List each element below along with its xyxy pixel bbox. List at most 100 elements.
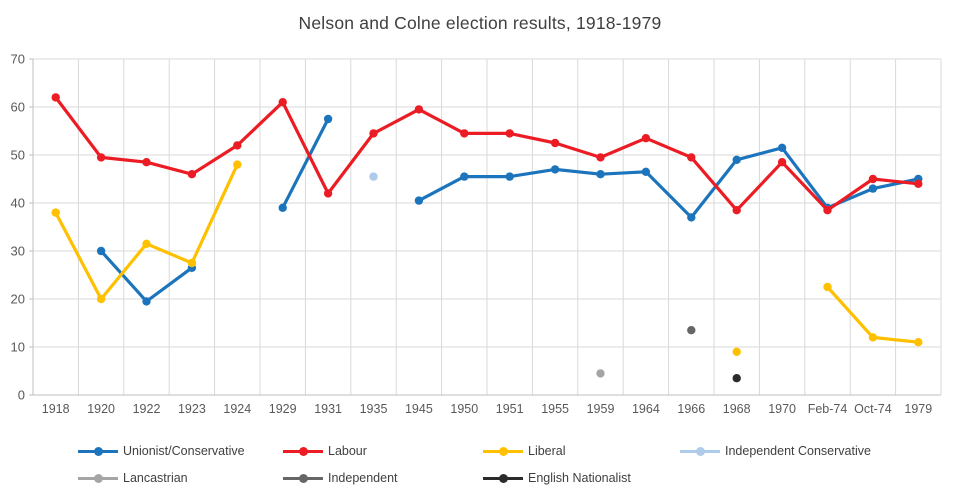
x-axis-tick-label: 1920 <box>87 402 115 416</box>
series-line-liberal <box>54 163 239 301</box>
series-line-labour <box>54 95 920 212</box>
y-axis-tick-label: 60 <box>11 100 25 115</box>
y-axis-tick-label: 10 <box>11 340 25 355</box>
legend-item-label: Liberal <box>528 444 566 458</box>
data-point-unionist-conservative <box>687 213 696 222</box>
data-point-independent-conservative <box>369 172 378 181</box>
x-axis-tick-label: 1950 <box>450 402 478 416</box>
legend-item-lancastrian: Lancastrian <box>78 470 188 486</box>
y-axis-tick-label: 0 <box>18 388 25 403</box>
x-axis-tick-label: 1966 <box>677 402 705 416</box>
data-point-liberal <box>868 333 878 342</box>
data-point-liberal <box>51 208 60 217</box>
legend-item-label: Unionist/Conservative <box>123 444 245 458</box>
x-axis-tick-label: 1924 <box>223 402 251 416</box>
x-axis-tick-label: 1931 <box>314 402 342 416</box>
chart-plot-area: 0 10 20 30 40 50 60 70 1918 1920 1922 1923 1924 1929 1… <box>11 52 942 416</box>
data-point-labour <box>142 158 151 167</box>
x-axis-tick-label: 1964 <box>632 402 660 416</box>
y-axis-tick-label: 40 <box>11 196 25 211</box>
data-point-unionist-conservative <box>868 184 878 193</box>
data-point-labour <box>777 158 787 167</box>
legend-line-marker-icon <box>680 446 720 456</box>
data-point-labour <box>596 153 605 162</box>
legend-item-independent-conservative: Independent Conservative <box>680 443 871 459</box>
data-point-labour <box>460 129 469 138</box>
data-point-labour <box>278 98 287 107</box>
data-point-liberal <box>142 239 151 248</box>
x-axis-tick-label: 1918 <box>42 402 70 416</box>
data-point-unionist-conservative <box>142 297 151 306</box>
chart-title: Nelson and Colne election results, 1918-… <box>298 13 662 33</box>
data-point-unionist-conservative <box>278 203 287 212</box>
legend-dot-icon <box>498 446 508 456</box>
legend-dot-icon <box>298 473 308 483</box>
data-point-liberal <box>187 258 197 268</box>
legend-line-marker-icon <box>483 446 523 456</box>
y-axis-tick-label: 20 <box>11 292 25 307</box>
legend-item-label: Labour <box>328 444 367 458</box>
data-point-labour <box>868 174 878 184</box>
legend-dot-icon <box>695 446 705 456</box>
data-point-unionist-conservative <box>323 114 333 124</box>
data-point-unionist-conservative <box>414 196 424 205</box>
data-point-english-nationalist <box>732 374 741 383</box>
legend-item-english-nationalist: English Nationalist <box>483 470 631 486</box>
legend-item-label: English Nationalist <box>528 471 631 485</box>
data-point-liberal <box>96 294 106 304</box>
data-point-labour <box>914 179 923 188</box>
legend-item-label: Lancastrian <box>123 471 188 485</box>
x-axis-tick-label: 1929 <box>269 402 297 416</box>
x-axis-tick-label: 1979 <box>904 402 932 416</box>
y-axis-tick-label: 70 <box>11 52 25 67</box>
legend-dot-icon <box>298 446 308 456</box>
legend-item-liberal: Liberal <box>483 443 566 459</box>
data-point-unionist-conservative <box>777 143 787 152</box>
data-point-liberal <box>732 347 741 356</box>
data-point-labour <box>233 141 242 150</box>
legend-line-marker-icon <box>283 473 323 483</box>
x-axis-tick-label: Feb-74 <box>808 402 848 416</box>
legend-line-marker-icon <box>78 473 118 483</box>
y-axis-tick-label: 50 <box>11 148 25 163</box>
data-point-labour <box>187 170 197 179</box>
x-axis-tick-label: 1945 <box>405 402 433 416</box>
x-axis-tick-label: 1922 <box>133 402 161 416</box>
y-axis-tick-label: 30 <box>11 244 25 259</box>
x-axis-tick-label: Oct-74 <box>854 402 892 416</box>
data-point-unionist-conservative <box>505 172 514 181</box>
legend-item-labour: Labour <box>283 443 367 459</box>
x-axis-tick-label: 1968 <box>723 402 751 416</box>
legend-item-unionist-conservative: Unionist/Conservative <box>78 443 245 459</box>
legend-line-marker-icon <box>78 446 118 456</box>
legend-line-marker-icon <box>283 446 323 456</box>
legend-line-marker-icon <box>483 473 523 483</box>
data-point-independent <box>687 326 696 335</box>
x-axis-tick-label: 1935 <box>360 402 388 416</box>
legend-item-label: Independent Conservative <box>725 444 871 458</box>
data-point-labour <box>823 206 832 215</box>
series-line-unionist-conservative <box>281 117 330 210</box>
legend-dot-icon <box>93 446 103 456</box>
data-point-labour <box>550 138 560 148</box>
x-axis-tick-label: 1970 <box>768 402 796 416</box>
legend-dot-icon <box>498 473 508 483</box>
legend-item-label: Independent <box>328 471 398 485</box>
data-point-labour <box>505 129 514 138</box>
legend-dot-icon <box>93 473 103 483</box>
x-axis-tick-label: 1923 <box>178 402 206 416</box>
data-point-labour <box>641 134 651 143</box>
data-point-labour <box>732 206 741 215</box>
x-axis-tick-label: 1951 <box>496 402 524 416</box>
data-point-labour <box>51 93 60 102</box>
data-point-labour <box>96 153 106 162</box>
data-point-unionist-conservative <box>596 170 605 179</box>
data-point-liberal <box>914 338 923 347</box>
data-point-labour <box>323 189 333 198</box>
data-point-liberal <box>823 282 832 292</box>
data-point-labour <box>369 129 378 138</box>
data-point-unionist-conservative <box>641 167 651 176</box>
data-point-unionist-conservative <box>550 165 560 174</box>
data-point-labour <box>414 105 424 114</box>
